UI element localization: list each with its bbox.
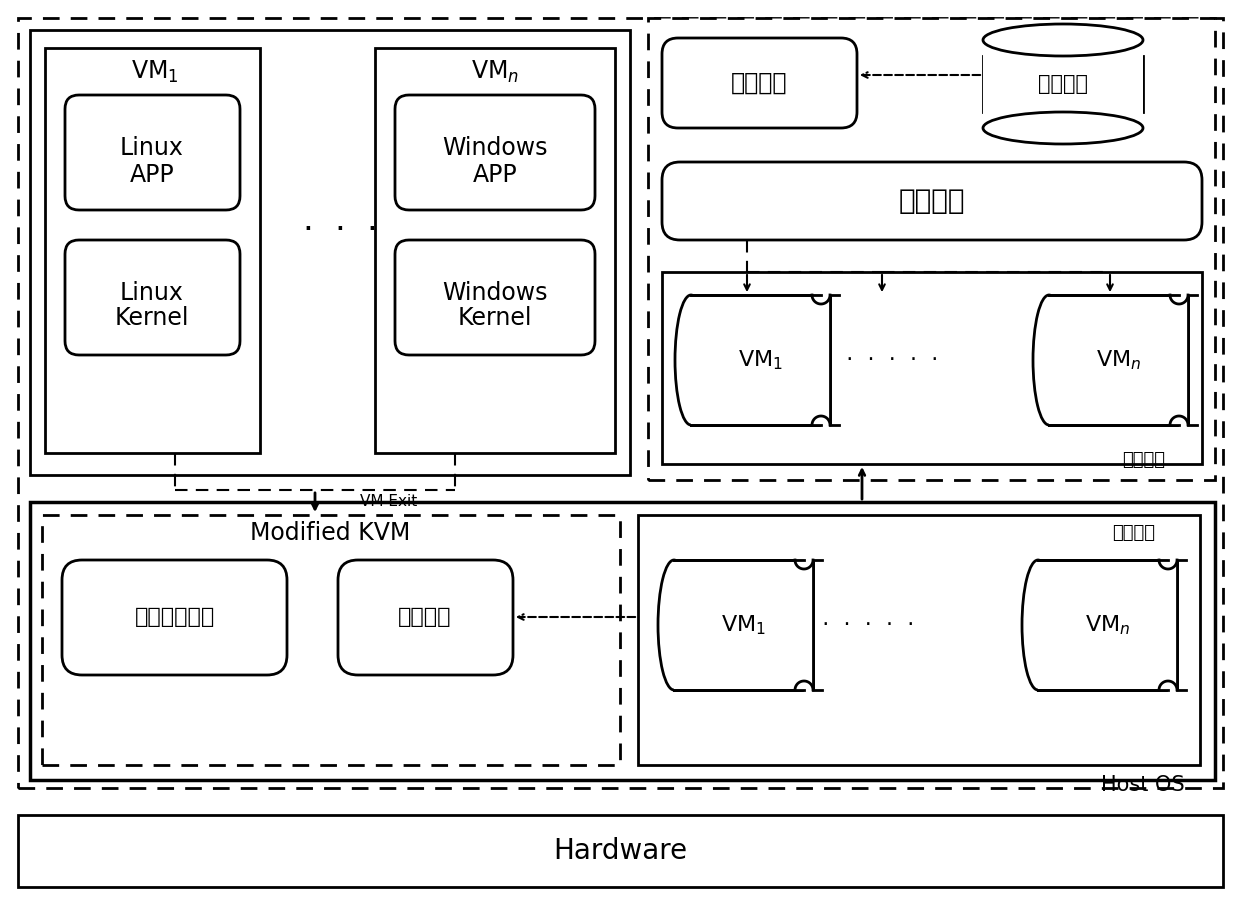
Bar — [19, 18, 1223, 788]
Ellipse shape — [1022, 560, 1054, 690]
Polygon shape — [1168, 690, 1185, 699]
Polygon shape — [821, 425, 839, 434]
FancyBboxPatch shape — [662, 38, 857, 128]
Polygon shape — [821, 286, 839, 295]
Text: APP: APP — [472, 163, 517, 187]
Bar — [1049, 295, 1188, 425]
FancyBboxPatch shape — [396, 95, 595, 210]
Text: 捕获模块: 捕获模块 — [398, 607, 451, 627]
Text: Linux: Linux — [120, 281, 184, 305]
Text: Linux: Linux — [120, 136, 184, 160]
Bar — [675, 560, 813, 690]
FancyBboxPatch shape — [662, 162, 1202, 240]
Polygon shape — [1171, 295, 1188, 304]
Ellipse shape — [983, 112, 1143, 144]
Text: VM Exit: VM Exit — [360, 494, 417, 510]
Text: 建模模块: 建模模块 — [730, 71, 787, 95]
Text: Windows: Windows — [443, 136, 548, 160]
Text: Kernel: Kernel — [458, 306, 532, 330]
Text: Modified KVM: Modified KVM — [250, 521, 410, 545]
Text: Windows: Windows — [443, 281, 548, 305]
Bar — [675, 560, 813, 690]
Polygon shape — [804, 690, 822, 699]
Polygon shape — [1179, 286, 1197, 295]
FancyBboxPatch shape — [64, 95, 241, 210]
Text: VM$_n$: VM$_n$ — [1085, 614, 1130, 637]
Bar — [662, 272, 1202, 464]
Polygon shape — [1171, 416, 1188, 425]
Bar — [1038, 560, 1177, 690]
Ellipse shape — [1033, 295, 1065, 425]
FancyBboxPatch shape — [396, 240, 595, 355]
Ellipse shape — [983, 24, 1143, 56]
Text: Host OS: Host OS — [1101, 775, 1185, 795]
Bar — [639, 515, 1200, 765]
Bar — [30, 502, 1215, 780]
Polygon shape — [812, 416, 830, 425]
Text: VM$_1$: VM$_1$ — [720, 614, 766, 637]
Text: Kernel: Kernel — [115, 306, 190, 330]
Bar — [374, 48, 615, 453]
Text: ·  ·  ·: · · · — [303, 214, 377, 246]
Text: 训练数据: 训练数据 — [1038, 74, 1087, 94]
Text: 数据日志: 数据日志 — [1112, 524, 1154, 542]
Text: VM$_n$: VM$_n$ — [1096, 348, 1141, 372]
Text: VM$_n$: VM$_n$ — [471, 59, 520, 85]
Bar — [1049, 295, 1188, 425]
Text: 检测模块: 检测模块 — [899, 187, 965, 215]
Polygon shape — [795, 681, 813, 690]
Text: ·  ·  ·  ·  ·  ·: · · · · · · — [801, 615, 915, 635]
Polygon shape — [1159, 560, 1177, 569]
Bar — [983, 40, 1143, 128]
Bar — [30, 30, 630, 475]
Text: VM$_1$: VM$_1$ — [131, 59, 179, 85]
Polygon shape — [1168, 551, 1185, 560]
Polygon shape — [795, 560, 813, 569]
Text: Hardware: Hardware — [553, 837, 687, 865]
FancyBboxPatch shape — [339, 560, 513, 675]
Polygon shape — [804, 551, 822, 560]
Bar — [649, 18, 1215, 480]
Bar — [45, 48, 260, 453]
Text: VM$_1$: VM$_1$ — [738, 348, 782, 372]
Bar — [42, 515, 620, 765]
Ellipse shape — [675, 295, 707, 425]
Text: ·  ·  ·  ·  ·  ·: · · · · · · — [826, 350, 939, 370]
Text: APP: APP — [130, 163, 175, 187]
Bar — [19, 815, 1223, 887]
Bar — [691, 295, 830, 425]
Polygon shape — [1159, 681, 1177, 690]
FancyBboxPatch shape — [62, 560, 286, 675]
Bar — [1038, 560, 1177, 690]
Bar — [691, 295, 830, 425]
Polygon shape — [1179, 425, 1197, 434]
Ellipse shape — [658, 560, 689, 690]
FancyBboxPatch shape — [64, 240, 241, 355]
Text: 语义重构模块: 语义重构模块 — [135, 607, 215, 627]
Text: 检测日志: 检测日志 — [1122, 451, 1166, 469]
Polygon shape — [812, 295, 830, 304]
